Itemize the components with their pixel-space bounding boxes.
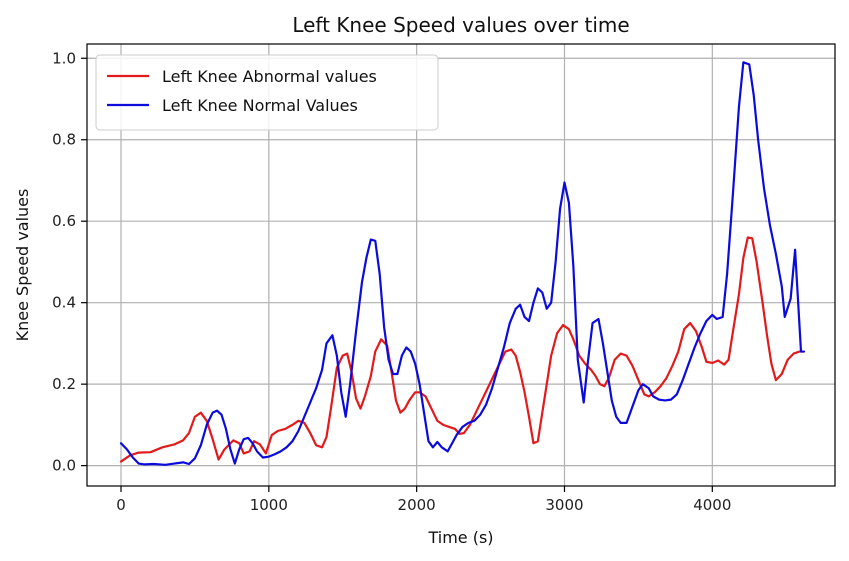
x-axis-label: Time (s) — [427, 528, 493, 547]
series-line-abnormal — [119, 236, 804, 463]
plot-frame — [86, 43, 836, 487]
legend-entry-label: Left Knee Normal Values — [162, 96, 358, 115]
y-tick-label: 0.8 — [52, 131, 76, 149]
y-axis-label: Knee Speed values — [13, 189, 32, 342]
x-tick-label: 4000 — [693, 496, 731, 514]
y-tick-label: 1.0 — [52, 49, 76, 67]
y-tick-label: 0.2 — [52, 375, 76, 393]
x-tick-label: 1000 — [250, 496, 288, 514]
legend-entry-label: Left Knee Abnormal values — [162, 67, 377, 86]
chart-title: Left Knee Speed values over time — [292, 13, 629, 37]
series-lines — [119, 61, 806, 466]
x-tick-label: 0 — [116, 496, 126, 514]
legend: Left Knee Abnormal values Left Knee Norma… — [95, 54, 439, 131]
series-line-normal — [119, 61, 806, 466]
legend-box — [95, 54, 439, 131]
x-tick-label: 3000 — [545, 496, 583, 514]
x-tick-label: 2000 — [398, 496, 436, 514]
y-tick-label: 0.4 — [52, 294, 76, 312]
y-tick-label: 0.6 — [52, 212, 76, 230]
axis-ticks: 0 1000 2000 3000 4000 0.0 0.2 0.4 0.6 0.8 1.0 — [52, 49, 731, 514]
y-tick-label: 0.0 — [52, 457, 76, 475]
